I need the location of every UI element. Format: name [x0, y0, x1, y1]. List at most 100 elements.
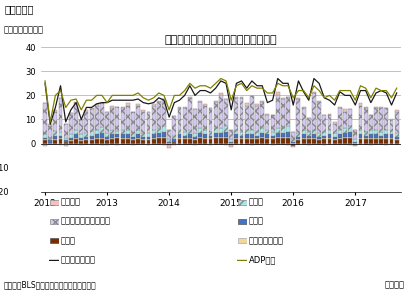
- Bar: [353, 143, 357, 144]
- Bar: [193, 144, 197, 145]
- Text: ▲ 10: ▲ 10: [0, 163, 9, 172]
- FancyBboxPatch shape: [49, 200, 59, 205]
- Bar: [64, 142, 67, 144]
- Bar: [188, 130, 192, 135]
- Bar: [369, 138, 373, 139]
- Bar: [302, 135, 306, 138]
- Bar: [74, 102, 78, 103]
- Bar: [90, 139, 94, 140]
- Bar: [291, 144, 295, 146]
- Bar: [146, 140, 151, 144]
- Bar: [58, 139, 63, 144]
- Bar: [229, 139, 233, 142]
- Bar: [245, 139, 249, 144]
- Bar: [131, 139, 135, 140]
- Bar: [131, 133, 135, 137]
- Bar: [276, 133, 280, 137]
- Bar: [121, 108, 125, 130]
- Bar: [64, 144, 67, 146]
- Bar: [126, 139, 130, 144]
- Bar: [178, 135, 182, 138]
- Bar: [136, 139, 140, 144]
- Bar: [369, 135, 373, 138]
- Bar: [281, 99, 285, 128]
- Bar: [54, 140, 57, 144]
- Bar: [229, 145, 233, 147]
- FancyBboxPatch shape: [238, 200, 247, 205]
- Bar: [333, 137, 337, 139]
- Bar: [121, 135, 125, 138]
- Bar: [131, 112, 135, 133]
- Bar: [162, 137, 166, 144]
- Bar: [224, 132, 228, 137]
- Bar: [95, 135, 99, 138]
- Bar: [333, 122, 337, 124]
- Bar: [54, 139, 57, 140]
- Bar: [245, 106, 249, 130]
- Bar: [224, 144, 228, 145]
- Bar: [69, 113, 73, 135]
- Bar: [395, 140, 399, 144]
- Bar: [353, 144, 357, 145]
- Bar: [209, 138, 212, 139]
- Bar: [240, 138, 243, 139]
- Bar: [198, 101, 202, 102]
- Bar: [297, 140, 300, 144]
- Bar: [328, 139, 331, 144]
- Bar: [348, 109, 352, 126]
- Bar: [348, 137, 352, 144]
- Bar: [281, 133, 285, 137]
- Bar: [219, 133, 223, 137]
- Bar: [379, 108, 383, 132]
- Bar: [126, 138, 130, 139]
- Bar: [369, 144, 373, 145]
- Bar: [178, 108, 182, 130]
- Bar: [271, 144, 274, 145]
- Bar: [369, 130, 373, 135]
- Text: （資料）BLSよりニッセイ基礎研究所作成: （資料）BLSよりニッセイ基礎研究所作成: [4, 280, 97, 289]
- Bar: [255, 139, 259, 144]
- Text: 小売業: 小売業: [249, 198, 264, 206]
- Bar: [374, 107, 378, 108]
- Bar: [359, 139, 362, 144]
- Bar: [328, 115, 331, 130]
- Bar: [389, 135, 393, 138]
- FancyBboxPatch shape: [49, 219, 59, 224]
- Bar: [343, 128, 347, 133]
- Bar: [110, 108, 114, 130]
- Bar: [322, 144, 326, 145]
- Bar: [302, 139, 306, 144]
- Bar: [43, 138, 47, 139]
- Bar: [364, 138, 368, 139]
- Bar: [110, 130, 114, 135]
- Bar: [229, 144, 233, 145]
- Bar: [364, 108, 368, 132]
- Bar: [384, 144, 388, 145]
- Bar: [328, 135, 331, 138]
- Bar: [224, 137, 228, 144]
- Bar: [260, 128, 264, 133]
- Bar: [250, 139, 254, 144]
- Bar: [100, 103, 104, 127]
- Bar: [183, 132, 187, 136]
- Bar: [219, 94, 223, 95]
- Bar: [240, 132, 243, 136]
- Bar: [157, 128, 161, 133]
- Bar: [142, 112, 145, 133]
- Bar: [193, 140, 197, 144]
- Bar: [167, 142, 171, 143]
- Text: ADP調査: ADP調査: [249, 255, 276, 264]
- Bar: [265, 139, 270, 144]
- Bar: [219, 137, 223, 144]
- Bar: [214, 102, 218, 128]
- Bar: [167, 145, 171, 148]
- Bar: [209, 136, 212, 138]
- Bar: [131, 140, 135, 144]
- Bar: [333, 124, 337, 133]
- Bar: [90, 136, 94, 139]
- Bar: [152, 138, 155, 139]
- Bar: [234, 135, 238, 138]
- Bar: [229, 130, 233, 139]
- Bar: [312, 139, 316, 144]
- Bar: [338, 130, 342, 135]
